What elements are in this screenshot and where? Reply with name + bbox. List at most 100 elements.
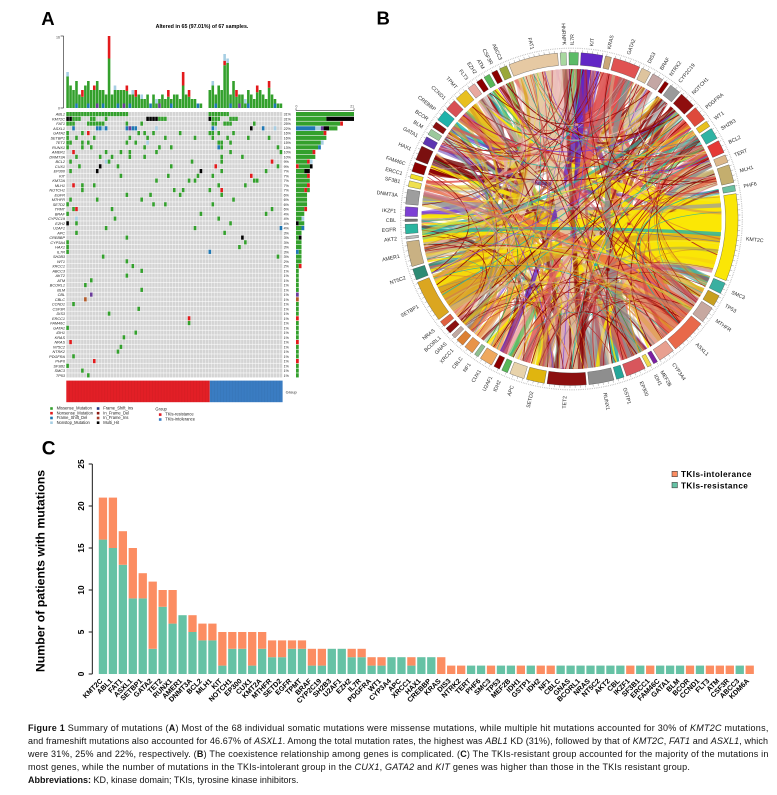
svg-text:AKT2: AKT2 [55,274,66,278]
svg-text:16%: 16% [284,132,292,136]
svg-text:SF3B1: SF3B1 [384,176,401,185]
svg-text:Group: Group [286,390,298,395]
svg-text:1%: 1% [284,345,290,349]
svg-text:SMC3: SMC3 [54,369,65,373]
svg-text:16: 16 [56,36,60,40]
svg-text:1%: 1% [284,350,290,354]
svg-text:Group: Group [155,406,167,411]
svg-text:AMER1: AMER1 [51,151,65,155]
svg-text:1%: 1% [284,322,290,326]
svg-text:1%: 1% [284,298,290,302]
svg-text:B: B [377,7,390,28]
svg-text:1%: 1% [284,331,290,335]
svg-text:25: 25 [77,459,86,469]
svg-text:31%: 31% [284,113,292,117]
svg-text:PDGFRA: PDGFRA [49,355,65,359]
svg-text:CYP3A4: CYP3A4 [670,362,686,382]
svg-text:22%: 22% [284,127,292,131]
svg-text:MLH1: MLH1 [55,184,65,188]
svg-text:HAX1: HAX1 [397,142,412,153]
svg-text:EGFR: EGFR [54,193,65,197]
svg-text:BCL2: BCL2 [56,160,66,164]
svg-text:SETBP1: SETBP1 [50,136,65,140]
svg-text:EZH2: EZH2 [55,222,66,226]
svg-text:SETD2: SETD2 [526,391,536,409]
svg-text:CSF3R: CSF3R [53,307,66,311]
svg-text:CBL: CBL [58,293,65,297]
svg-text:GATA1: GATA1 [53,326,65,330]
svg-text:HNRNPK: HNRNPK [560,23,567,46]
svg-text:0: 0 [58,107,60,111]
svg-text:IDH1: IDH1 [56,331,65,335]
svg-text:5: 5 [77,629,86,634]
svg-text:20: 20 [77,501,86,511]
svg-text:3%: 3% [284,236,290,240]
svg-text:FAT1: FAT1 [526,37,535,50]
svg-text:NTRK2: NTRK2 [53,350,66,354]
svg-text:21: 21 [350,105,354,109]
svg-text:1%: 1% [284,274,290,278]
svg-text:CYP3A4: CYP3A4 [50,241,65,245]
svg-text:EZH2: EZH2 [465,61,477,75]
svg-text:16%: 16% [284,136,292,140]
svg-text:ERCC1: ERCC1 [52,317,65,321]
svg-text:ASXL1: ASXL1 [694,342,710,358]
svg-text:SETD2: SETD2 [53,203,66,207]
svg-text:Nonsense_Mutation: Nonsense_Mutation [57,410,94,415]
svg-text:IKZF1: IKZF1 [382,208,396,215]
svg-text:ASXL1: ASXL1 [52,127,65,131]
svg-text:1%: 1% [284,307,290,311]
svg-text:TP53: TP53 [723,303,737,314]
svg-text:Number of patients with mutati: Number of patients with mutations [34,470,48,672]
svg-text:1%: 1% [284,317,290,321]
svg-text:13%: 13% [284,146,292,150]
svg-text:2%: 2% [284,265,290,269]
svg-text:KIT: KIT [589,37,596,47]
svg-text:KRAS: KRAS [55,336,66,340]
svg-text:MTHFR: MTHFR [714,318,733,334]
svg-text:XRCC1: XRCC1 [51,265,65,269]
svg-text:TET2: TET2 [56,141,66,145]
svg-text:2%: 2% [284,260,290,264]
svg-text:A: A [41,8,54,29]
svg-text:1%: 1% [284,312,290,316]
svg-text:SH2B3: SH2B3 [53,255,66,259]
svg-text:FAT1: FAT1 [56,122,65,126]
svg-text:CCND1: CCND1 [429,85,446,102]
svg-text:15%: 15% [284,141,292,145]
svg-text:SETBP1: SETBP1 [400,304,420,319]
svg-text:6%: 6% [284,203,290,207]
svg-text:ATM: ATM [475,58,486,70]
svg-text:4%: 4% [284,227,290,231]
svg-text:6%: 6% [284,208,290,212]
svg-text:MLH1: MLH1 [739,165,754,175]
svg-text:CYP2C19: CYP2C19 [48,217,66,221]
svg-text:KMT2C: KMT2C [52,117,65,121]
svg-text:3%: 3% [284,250,290,254]
svg-text:KIT: KIT [59,174,66,178]
svg-text:Missense_Mutation: Missense_Mutation [57,406,93,411]
svg-text:TKIs-intolerance: TKIs-intolerance [681,470,752,479]
svg-text:DIS3: DIS3 [647,52,658,65]
svg-text:BCORL1: BCORL1 [50,284,65,288]
svg-text:SMC3: SMC3 [730,290,746,302]
svg-text:MTHFR: MTHFR [52,198,66,202]
svg-text:PHF6: PHF6 [743,181,757,189]
svg-text:1%: 1% [284,374,290,378]
svg-text:9%: 9% [284,165,290,169]
svg-text:6%: 6% [284,193,290,197]
svg-text:1%: 1% [284,336,290,340]
svg-text:BLM: BLM [57,288,66,292]
svg-text:WT1: WT1 [713,111,726,122]
svg-text:FAM46C: FAM46C [50,322,65,326]
svg-text:1%: 1% [284,284,290,288]
svg-text:KMT2C: KMT2C [746,236,764,244]
svg-text:C: C [42,438,56,459]
svg-text:U2AF1: U2AF1 [53,227,65,231]
svg-text:7%: 7% [284,184,290,188]
svg-text:IL7R: IL7R [57,250,65,254]
svg-text:ATM: ATM [56,279,66,283]
svg-text:TKIs-intolerance: TKIs-intolerance [165,417,196,422]
svg-text:NOTCH1: NOTCH1 [49,189,65,193]
svg-text:NF1: NF1 [462,362,473,374]
